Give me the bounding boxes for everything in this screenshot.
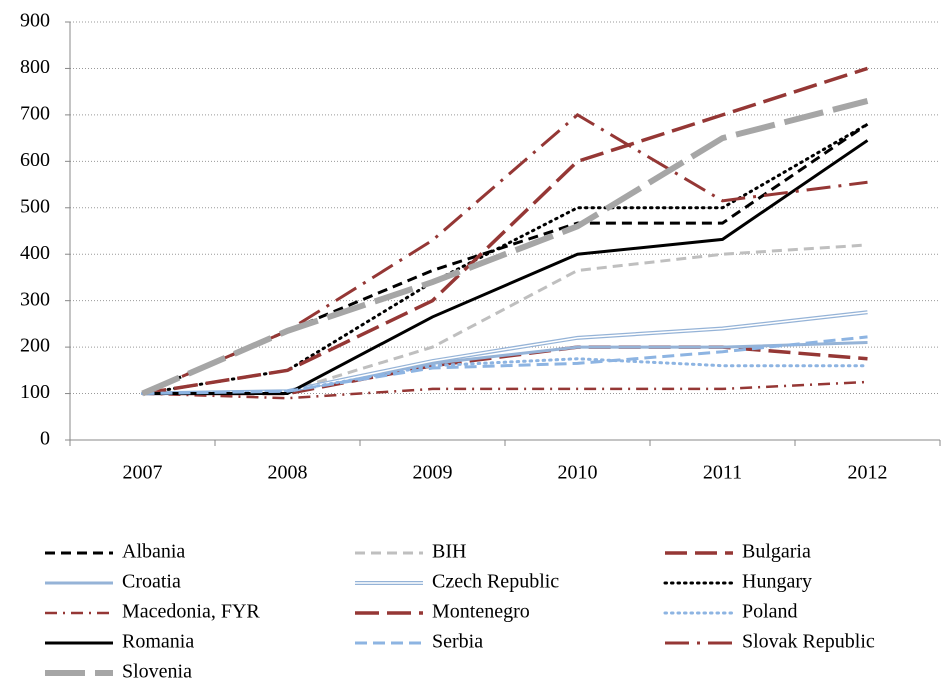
y-tick-label: 0 — [40, 428, 50, 450]
y-tick-label: 900 — [20, 10, 50, 32]
y-tick-label: 700 — [20, 102, 50, 124]
series-line — [141, 122, 869, 396]
legend-label: Serbia — [432, 631, 483, 653]
series-line — [141, 98, 869, 397]
y-tick-label: 200 — [20, 335, 50, 357]
legend-label: Romania — [122, 631, 194, 653]
y-tick-label: 400 — [20, 242, 50, 264]
series-line — [141, 357, 869, 396]
legend-label: Czech Republic — [432, 571, 559, 593]
x-tick-label: 2008 — [268, 462, 308, 484]
legend-label: Albania — [122, 541, 185, 563]
y-tick-label: 600 — [20, 149, 50, 171]
series-line — [141, 122, 869, 395]
series-line — [142, 380, 868, 400]
y-tick-label: 100 — [20, 381, 50, 403]
x-tick-label: 2011 — [703, 462, 742, 484]
x-tick-label: 2012 — [848, 462, 888, 484]
y-tick-label: 500 — [20, 195, 50, 217]
legend-label: Croatia — [122, 571, 181, 593]
series-line — [142, 243, 868, 396]
legend-label: Slovak Republic — [742, 631, 875, 653]
series-line — [142, 139, 869, 396]
x-tick-label: 2010 — [558, 462, 598, 484]
legend-label: Macedonia, FYR — [122, 601, 260, 623]
x-tick-label: 2007 — [123, 462, 163, 484]
y-tick-label: 300 — [20, 288, 50, 310]
legend-label: BIH — [432, 541, 466, 563]
legend-label: Bulgaria — [742, 541, 811, 563]
y-tick-label: 800 — [20, 56, 50, 78]
legend-label: Montenegro — [432, 601, 530, 623]
legend-label: Poland — [742, 601, 798, 623]
series-line — [142, 66, 869, 396]
x-tick-label: 2009 — [413, 462, 453, 484]
series-line — [142, 335, 868, 396]
series-line-inner — [142, 311, 868, 395]
legend-label: Hungary — [742, 571, 812, 593]
legend-label: Slovenia — [122, 661, 192, 683]
